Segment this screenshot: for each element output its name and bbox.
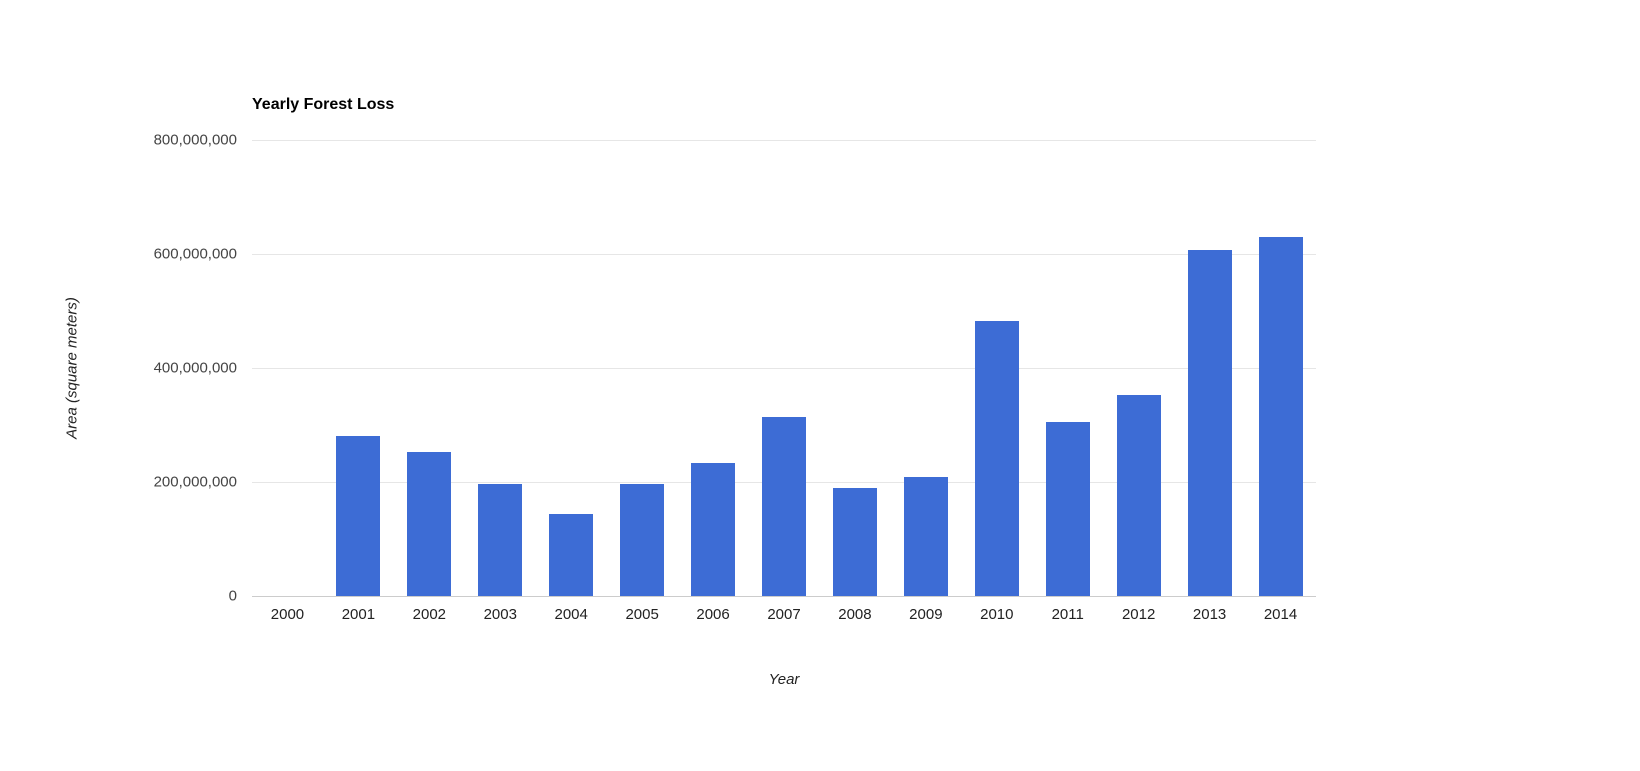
y-tick-label-400000000: 400,000,000 — [153, 359, 237, 377]
bar-2005[interactable] — [620, 484, 664, 596]
x-tick-label-2000: 2000 — [270, 606, 305, 623]
x-tick-label-2012: 2012 — [1121, 606, 1156, 623]
gridline-400000000 — [252, 368, 1316, 369]
y-tick-label-0: 0 — [228, 587, 237, 605]
y-tick-label-800000000: 800,000,000 — [153, 131, 237, 149]
x-tick-label-2008: 2008 — [838, 606, 872, 623]
x-tick-label-2011: 2011 — [1051, 606, 1084, 623]
x-tick-label-2010: 2010 — [980, 606, 1014, 623]
bar-2008[interactable] — [833, 488, 877, 596]
chart-title: Yearly Forest Loss — [252, 96, 395, 113]
y-tick-label-600000000: 600,000,000 — [153, 245, 237, 263]
x-tick-label-2007: 2007 — [767, 606, 801, 623]
y-tick-label-200000000: 200,000,000 — [153, 473, 237, 491]
x-tick-label-2006: 2006 — [696, 606, 730, 623]
bar-2004[interactable] — [549, 513, 593, 596]
x-tick-label-2001: 2001 — [341, 606, 376, 623]
x-tick-label-2005: 2005 — [625, 606, 659, 623]
bar-2012[interactable] — [1117, 395, 1161, 596]
bar-2014[interactable] — [1259, 236, 1303, 596]
x-tick-label-2013: 2013 — [1192, 606, 1227, 623]
bar-2009[interactable] — [904, 477, 948, 596]
bar-2002[interactable] — [407, 452, 451, 596]
bar-2001[interactable] — [336, 436, 380, 596]
gridline-800000000 — [252, 140, 1316, 141]
gridline-600000000 — [252, 254, 1316, 255]
x-axis-tick-labels: 2000 2001 2002 2003 2004 2005 2006 2007 2008 2009… — [252, 606, 1316, 626]
x-tick-label-2004: 2004 — [554, 606, 588, 623]
bar-2011[interactable] — [1046, 422, 1090, 596]
bar-2006[interactable] — [691, 463, 735, 596]
x-tick-label-2002: 2002 — [412, 606, 447, 623]
x-tick-label-2003: 2003 — [483, 606, 517, 623]
bar-2013[interactable] — [1188, 250, 1232, 596]
bar-2007[interactable] — [762, 417, 806, 596]
x-axis-title: Year — [768, 671, 800, 688]
y-axis-title: Area (square meters) — [63, 297, 81, 439]
bar-2010[interactable] — [975, 320, 1019, 596]
x-tick-label-2014: 2014 — [1263, 606, 1298, 623]
x-tick-label-2009: 2009 — [909, 606, 943, 623]
plot-area — [252, 140, 1316, 597]
gridline-0 — [252, 596, 1316, 597]
bar-2003[interactable] — [478, 484, 522, 596]
